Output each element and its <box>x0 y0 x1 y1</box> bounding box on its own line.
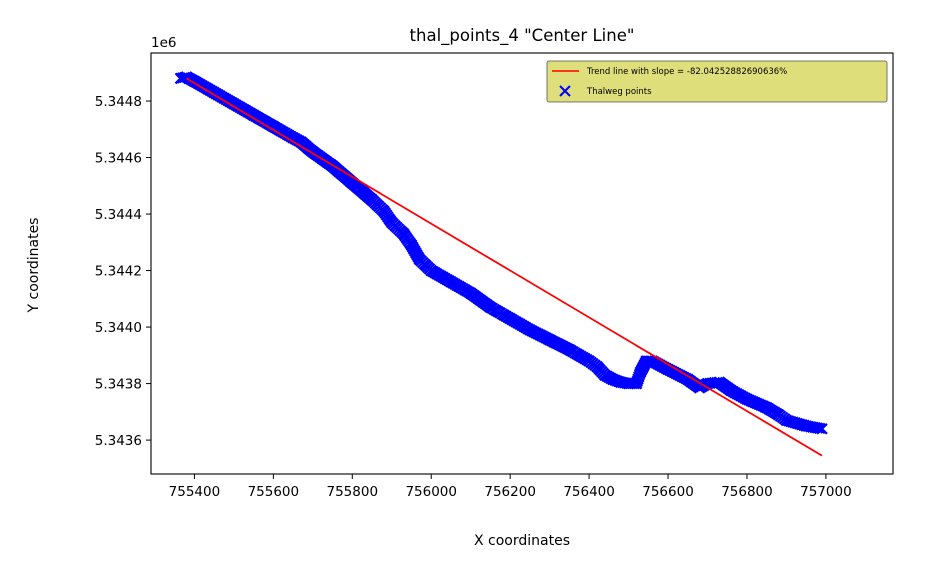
thalweg-point <box>228 98 240 110</box>
thalweg-point <box>405 239 418 251</box>
thalweg-point <box>504 312 516 325</box>
thalweg-point <box>247 109 260 121</box>
thalweg-points-series <box>174 71 828 435</box>
plot-frame <box>150 52 894 475</box>
y-tick-label: 5.3444 <box>95 207 142 223</box>
x-tick-label: 756600 <box>642 484 694 500</box>
y-tick-label: 5.3436 <box>95 433 142 449</box>
thalweg-point <box>599 369 611 381</box>
thalweg-point <box>543 334 556 346</box>
y-axis-label: Y coordinates <box>26 218 42 314</box>
x-tick-label: 757000 <box>800 484 852 500</box>
thalweg-point <box>760 401 773 414</box>
x-tick-label: 756800 <box>721 484 773 500</box>
thalweg-point <box>634 366 647 379</box>
thalweg-point <box>583 355 595 367</box>
thalweg-point <box>713 376 726 388</box>
thalweg-point <box>725 384 737 397</box>
x-axis-label: X coordinates <box>474 533 570 549</box>
thalweg-point <box>378 205 390 218</box>
thalweg-point <box>464 287 477 299</box>
plot-area <box>174 71 828 457</box>
y-offset-label: 1e6 <box>151 35 176 51</box>
thalweg-point <box>385 216 398 229</box>
x-tick-label: 756200 <box>484 484 536 500</box>
x-tick-label: 755400 <box>169 484 221 500</box>
thalweg-point <box>606 373 619 386</box>
y-tick-label: 5.3438 <box>95 377 142 393</box>
legend-box <box>546 60 888 103</box>
thalweg-point <box>772 408 785 421</box>
chart-title: thal_points_4 "Center Line" <box>410 26 635 46</box>
legend-thalweg-label: Thalweg points <box>586 87 652 97</box>
thalweg-point <box>524 324 536 336</box>
thalweg-point <box>484 301 497 314</box>
x-tick-label: 755600 <box>248 484 300 500</box>
y-tick-label: 5.3440 <box>95 320 142 336</box>
thalweg-point <box>267 120 280 133</box>
y-axis: 5.3436 5.3438 5.3440 5.3442 5.3444 5.3446 5.34… <box>95 94 151 449</box>
x-tick-label: 756000 <box>405 484 457 500</box>
y-tick-label: 5.3442 <box>95 264 142 280</box>
thalweg-point <box>630 377 643 390</box>
thalweg-point <box>397 228 410 240</box>
x-axis: 755400 755600 755800 756000 756200 756400 7566… <box>169 474 852 500</box>
thalweg-point <box>800 420 812 432</box>
thalweg-point <box>780 414 793 427</box>
x-tick-label: 756400 <box>563 484 615 500</box>
y-tick-label: 5.3446 <box>95 151 142 167</box>
thalweg-point <box>413 253 426 266</box>
trend-line <box>186 77 823 457</box>
y-tick-label: 5.3448 <box>95 94 142 110</box>
thalweg-point <box>287 131 299 144</box>
thalweg-point <box>701 377 714 390</box>
thalweg-point <box>563 343 576 356</box>
legend-thalweg-swatch <box>559 85 571 97</box>
x-tick-label: 755800 <box>327 484 379 500</box>
thalweg-point <box>681 373 694 386</box>
legend-trend-label: Trend line with slope = -82.042528826906… <box>586 67 787 77</box>
legend: Trend line with slope = -82.042528826906… <box>546 60 888 103</box>
thalweg-point <box>425 264 438 277</box>
thalweg-point <box>741 393 753 405</box>
thalweg-point <box>816 423 828 435</box>
thalweg-point <box>366 194 378 206</box>
thalweg-point <box>445 276 457 288</box>
